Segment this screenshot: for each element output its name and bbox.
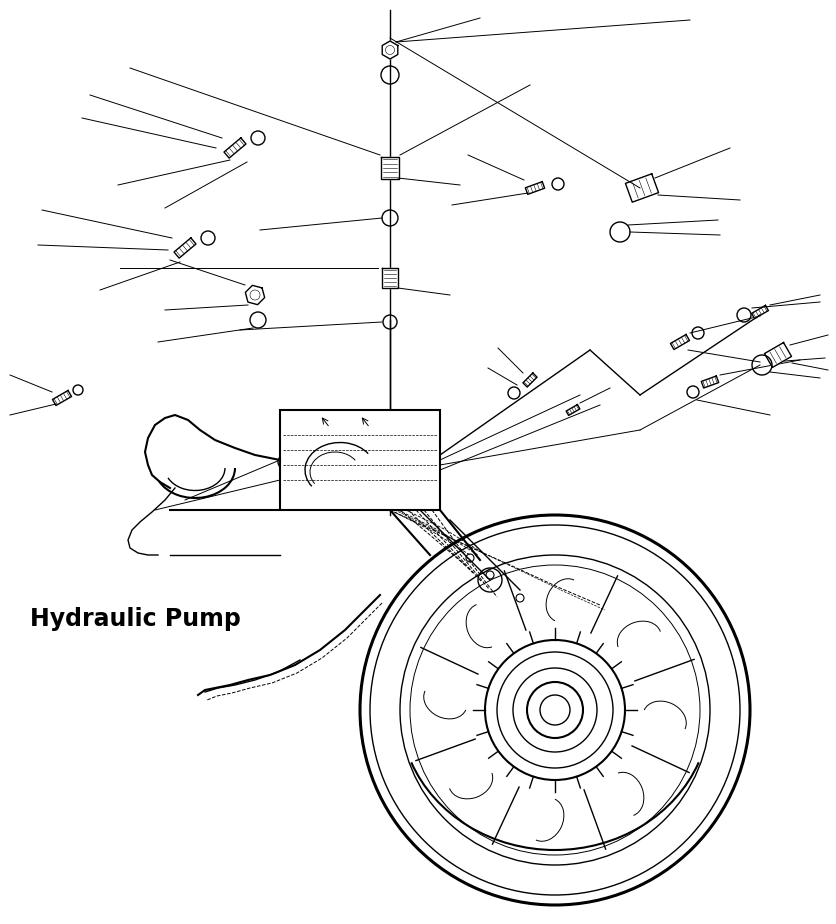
Bar: [280, 410, 440, 510]
Polygon shape: [670, 334, 689, 349]
Polygon shape: [525, 182, 544, 194]
Text: Hydraulic Pump: Hydraulic Pump: [30, 607, 241, 631]
Polygon shape: [380, 157, 399, 179]
Polygon shape: [174, 237, 196, 258]
Polygon shape: [245, 286, 264, 305]
Polygon shape: [701, 376, 718, 388]
Polygon shape: [224, 138, 246, 158]
Polygon shape: [382, 41, 397, 59]
Polygon shape: [624, 174, 658, 202]
Polygon shape: [763, 343, 791, 368]
Polygon shape: [53, 391, 71, 406]
Polygon shape: [381, 268, 398, 288]
Polygon shape: [751, 306, 767, 319]
Polygon shape: [565, 405, 579, 416]
Polygon shape: [522, 373, 537, 387]
